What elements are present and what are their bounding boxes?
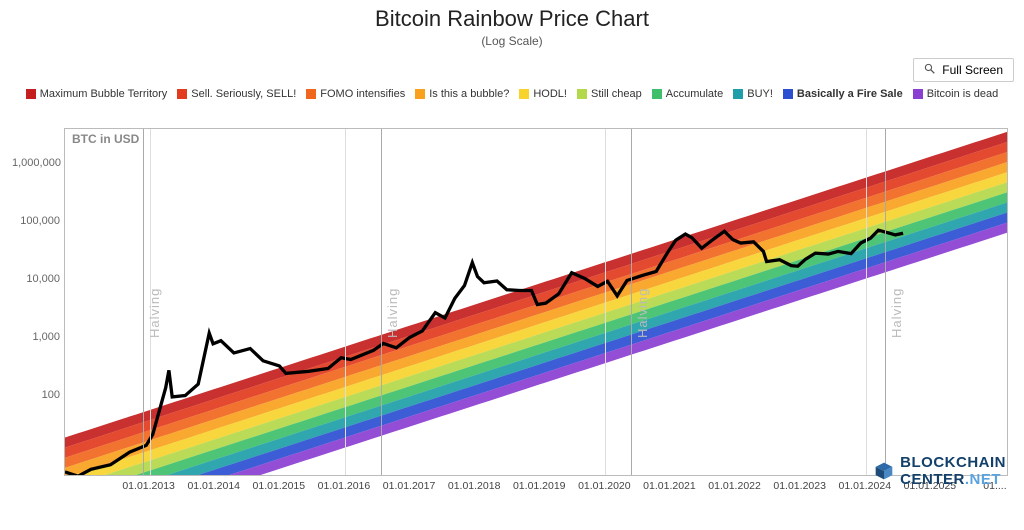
x-tick-label: 01.01.2015 xyxy=(253,480,306,492)
legend-swatch xyxy=(913,89,923,99)
halving-line xyxy=(381,129,382,475)
fullscreen-label: Full Screen xyxy=(942,63,1003,77)
plot-area[interactable]: Halving Halving Halving Halving xyxy=(64,128,1008,476)
x-tick-label: 01.01.2018 xyxy=(448,480,501,492)
legend-swatch xyxy=(519,89,529,99)
legend-item[interactable]: Still cheap xyxy=(577,88,642,100)
legend-item[interactable]: Basically a Fire Sale xyxy=(783,88,903,100)
y-tick-label: 10,000 xyxy=(12,273,60,285)
y-tick-label: 1,000,000 xyxy=(12,157,60,169)
legend-item[interactable]: HODL! xyxy=(519,88,567,100)
fullscreen-button[interactable]: Full Screen xyxy=(913,58,1014,82)
legend-label: Accumulate xyxy=(666,88,723,100)
legend-label: Is this a bubble? xyxy=(429,88,509,100)
watermark-logo: BLOCKCHAIN CENTER.NET xyxy=(874,454,1006,488)
legend-swatch xyxy=(652,89,662,99)
legend-label: Maximum Bubble Territory xyxy=(40,88,168,100)
legend-item[interactable]: FOMO intensifies xyxy=(306,88,405,100)
cube-icon xyxy=(874,461,894,481)
legend-swatch xyxy=(306,89,316,99)
halving-label: Halving xyxy=(889,287,904,337)
grid-vertical xyxy=(605,129,606,475)
watermark-suffix: .NET xyxy=(965,471,1001,488)
legend-label: Sell. Seriously, SELL! xyxy=(191,88,296,100)
legend-label: HODL! xyxy=(533,88,567,100)
halving-line xyxy=(885,129,886,475)
y-tick-label: 1,000 xyxy=(12,331,60,343)
x-tick-label: 01.01.2016 xyxy=(318,480,371,492)
legend-label: Bitcoin is dead xyxy=(927,88,999,100)
grid-vertical xyxy=(345,129,346,475)
halving-label: Halving xyxy=(635,287,650,337)
legend-swatch xyxy=(577,89,587,99)
legend-swatch xyxy=(783,89,793,99)
legend-item[interactable]: Is this a bubble? xyxy=(415,88,509,100)
grid-vertical xyxy=(866,129,867,475)
watermark-line1: BLOCKCHAIN xyxy=(900,454,1006,471)
halving-line xyxy=(143,129,144,475)
x-tick-label: 01.01.2021 xyxy=(643,480,696,492)
legend-item[interactable]: Bitcoin is dead xyxy=(913,88,999,100)
halving-label: Halving xyxy=(147,287,162,337)
x-tick-label: 01.01.2022 xyxy=(708,480,761,492)
legend-label: Basically a Fire Sale xyxy=(797,88,903,100)
x-tick-label: 01.01.2013 xyxy=(122,480,175,492)
legend-label: BUY! xyxy=(747,88,773,100)
magnify-icon xyxy=(924,63,938,77)
halving-line xyxy=(631,129,632,475)
y-tick-label: 100,000 xyxy=(12,215,60,227)
chart-area: BTC in USD HalvingHalvingHalvingHalving … xyxy=(10,128,1014,504)
legend-label: Still cheap xyxy=(591,88,642,100)
legend-swatch xyxy=(415,89,425,99)
legend-item[interactable]: Accumulate xyxy=(652,88,723,100)
x-tick-label: 01.01.2019 xyxy=(513,480,566,492)
legend-item[interactable]: Maximum Bubble Territory xyxy=(26,88,168,100)
halving-label: Halving xyxy=(385,287,400,337)
x-tick-label: 01.01.2023 xyxy=(773,480,826,492)
legend: Maximum Bubble Territory Sell. Seriously,… xyxy=(0,88,1024,100)
x-tick-label: 01.01.2020 xyxy=(578,480,631,492)
legend-swatch xyxy=(26,89,36,99)
legend-swatch xyxy=(733,89,743,99)
legend-label: FOMO intensifies xyxy=(320,88,405,100)
legend-item[interactable]: BUY! xyxy=(733,88,773,100)
x-tick-label: 01.01.2017 xyxy=(383,480,436,492)
legend-item[interactable]: Sell. Seriously, SELL! xyxy=(177,88,296,100)
y-tick-label: 100 xyxy=(12,389,60,401)
chart-title: Bitcoin Rainbow Price Chart xyxy=(0,6,1024,32)
chart-subtitle: (Log Scale) xyxy=(0,34,1024,48)
legend-swatch xyxy=(177,89,187,99)
watermark-line2: CENTER xyxy=(900,471,965,488)
x-tick-label: 01.01.2014 xyxy=(187,480,240,492)
